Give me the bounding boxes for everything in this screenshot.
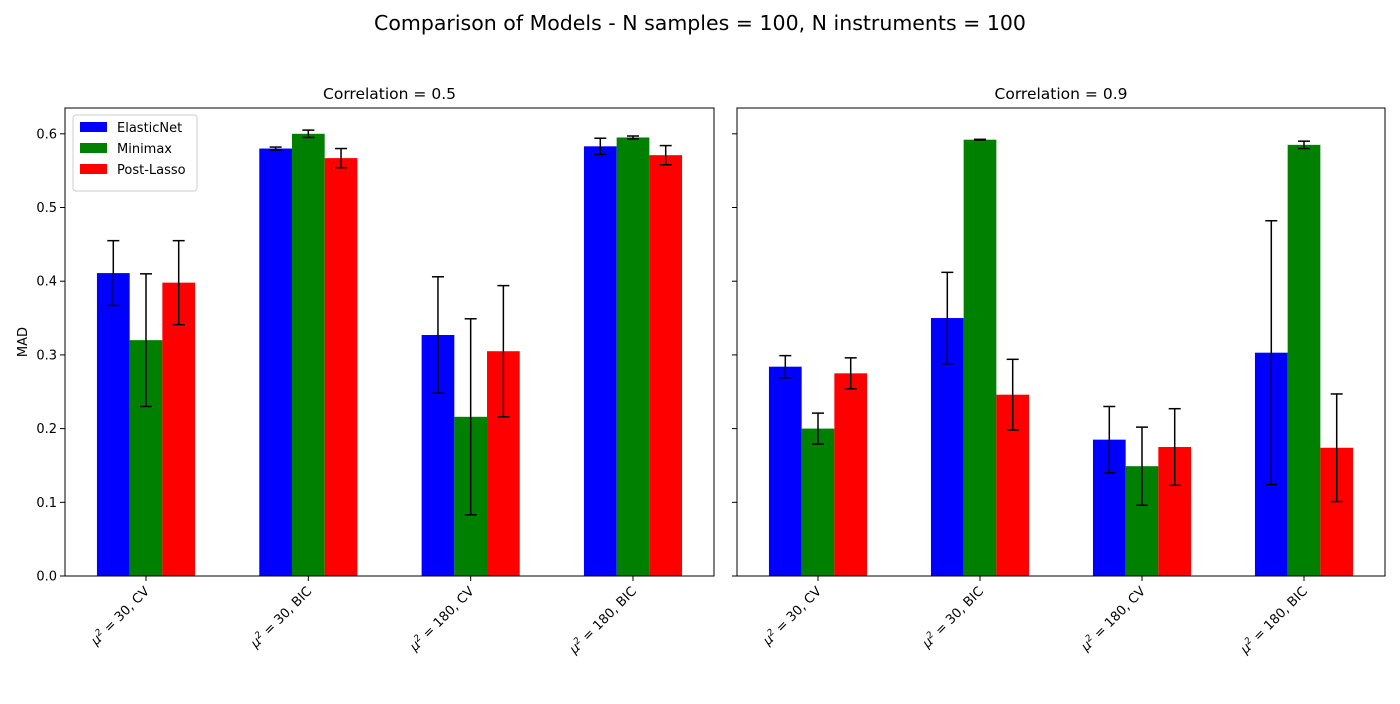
y-tick-label: 0.1: [36, 496, 57, 511]
x-tick-label-rest: = 180, BIC: [1248, 584, 1311, 647]
bar-post-lasso-4: [649, 155, 683, 577]
error-bar-post-lasso-3: [497, 284, 510, 418]
bar-elasticnet-1: [768, 366, 802, 576]
x-tick-label-rest: = 180, BIC: [577, 584, 640, 647]
y-tick-label: 0.0: [36, 570, 57, 585]
bar-minimax-1: [801, 428, 835, 576]
bar-minimax-4: [616, 137, 650, 577]
x-tick-label: μ2 = 180, CV: [406, 583, 478, 655]
panel-title: Correlation = 0.9: [995, 85, 1128, 103]
axes-frame: [736, 107, 1386, 577]
legend-label-2: Minimax: [117, 142, 172, 157]
error-bar-minimax-2: [974, 138, 986, 141]
legend-swatch-1: [80, 122, 107, 132]
x-tick-label-rest: = 30, CV: [770, 584, 824, 638]
error-bar-minimax-4: [1298, 140, 1310, 150]
error-bar-post-lasso-1: [844, 357, 857, 390]
error-bar-elasticnet-1: [779, 354, 792, 379]
bar-minimax-4: [1287, 144, 1321, 576]
error-bar-elasticnet-4: [1265, 220, 1278, 486]
error-bar-minimax-2: [302, 129, 315, 139]
axes-frame: [64, 107, 715, 577]
x-tick-label-sup: 2: [572, 636, 583, 647]
error-bar-minimax-3: [464, 318, 477, 516]
error-bar-post-lasso-1: [172, 239, 185, 326]
error-bar-elasticnet-1: [107, 239, 120, 307]
error-bar-elasticnet-3: [1103, 405, 1116, 474]
y-tick-label: 0.2: [36, 422, 57, 437]
error-bar-minimax-4: [627, 135, 639, 140]
x-tick-label-sup: 2: [766, 627, 777, 638]
legend: ElasticNet Minimax Post-Lasso: [72, 114, 198, 192]
x-tick-label-rest: = 180, CV: [417, 584, 477, 644]
y-tick-label: 0.5: [36, 201, 57, 216]
error-bar-elasticnet-2: [269, 146, 282, 151]
x-tick-label: μ2 = 30, CV: [759, 583, 825, 649]
bar-elasticnet-4: [583, 146, 617, 576]
error-bar-elasticnet-3: [431, 276, 444, 394]
legend-swatch-2: [80, 143, 107, 153]
chart-panel-1: 0.0 0.1 0.2 0.3 0.4 0.5 0.6 μ2 = 30, CV μ2 = 30,…: [16, 85, 715, 658]
figure-title: Comparison of Models - N samples = 100, …: [374, 11, 1026, 35]
legend-label-1: ElasticNet: [117, 121, 182, 136]
error-bar-minimax-1: [812, 412, 824, 445]
error-bar-elasticnet-2: [941, 271, 954, 365]
error-bar-post-lasso-4: [1330, 393, 1343, 503]
x-tick-label: μ2 = 180, BIC: [566, 584, 640, 658]
x-tick-label: μ2 = 30, BIC: [247, 584, 315, 652]
bar-minimax-2: [291, 133, 325, 577]
error-bar-post-lasso-2: [335, 147, 348, 169]
bar-post-lasso-2: [324, 158, 358, 576]
x-tick-label: μ2 = 180, BIC: [1237, 584, 1311, 658]
y-tick-label: 0.4: [36, 275, 57, 290]
bar-elasticnet-2: [259, 148, 292, 577]
x-tick-label: μ2 = 30, CV: [87, 583, 153, 649]
x-tick-label-sup: 2: [1084, 633, 1095, 644]
x-tick-label-sup: 2: [925, 630, 936, 641]
error-bar-post-lasso-4: [659, 144, 672, 166]
panel-title: Correlation = 0.5: [323, 85, 456, 103]
y-tick-label: 0.3: [36, 348, 57, 363]
x-tick-label-rest: = 30, CV: [98, 584, 152, 638]
y-tick-label: 0.6: [36, 127, 57, 142]
x-tick-label-sup: 2: [253, 630, 264, 641]
x-tick-label-rest: = 180, CV: [1089, 584, 1149, 644]
chart-panel-2: μ2 = 30, CV μ2 = 30, BIC μ2 = 180, CV μ2 = …: [732, 85, 1386, 658]
x-tick-label-sup: 2: [94, 627, 105, 638]
bar-post-lasso-1: [834, 373, 868, 576]
error-bar-minimax-3: [1136, 426, 1148, 506]
error-bar-post-lasso-2: [1006, 358, 1019, 431]
bar-minimax-2: [963, 139, 997, 576]
y-axis-label: MAD: [16, 327, 31, 357]
error-bar-elasticnet-4: [594, 137, 607, 156]
x-tick-label-sup: 2: [1243, 636, 1254, 647]
bar-elasticnet-1: [96, 273, 130, 576]
x-tick-label: μ2 = 30, BIC: [918, 584, 986, 652]
x-tick-label-rest: = 30, BIC: [930, 584, 987, 641]
bar-post-lasso-1: [162, 282, 196, 576]
x-tick-label-rest: = 30, BIC: [258, 584, 315, 641]
error-bar-minimax-1: [140, 273, 152, 408]
error-bar-post-lasso-3: [1168, 407, 1181, 487]
legend-label-3: Post-Lasso: [117, 163, 186, 178]
legend-swatch-3: [80, 164, 107, 174]
x-tick-label-sup: 2: [412, 633, 423, 644]
x-tick-label: μ2 = 180, CV: [1077, 583, 1149, 655]
